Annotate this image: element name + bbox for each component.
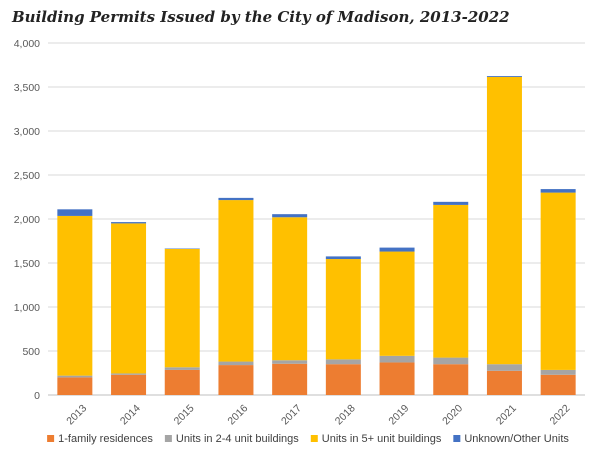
bar-2022-series-3: [540, 189, 576, 193]
y-tick-label-4000: 4,000: [14, 38, 40, 50]
x-tick-label-2020: 2020: [440, 402, 465, 427]
bar-2013-series-3: [57, 209, 93, 216]
x-tick-label-2019: 2019: [386, 402, 411, 427]
bar-2021-series-3: [486, 76, 522, 77]
bar-2021-series-2: [486, 76, 522, 365]
bar-2018-series-2: [325, 259, 361, 360]
x-tick-label-2015: 2015: [172, 402, 197, 427]
bar-2014-series-0: [111, 374, 147, 395]
x-tick-label-2016: 2016: [225, 402, 250, 427]
bar-2017-series-0: [272, 363, 308, 395]
bar-2020-series-2: [433, 204, 469, 358]
legend-label-1: Units in 2-4 unit buildings: [176, 433, 299, 445]
legend-label-0: 1-family residences: [58, 433, 153, 445]
bar-2016-series-1: [218, 361, 254, 366]
x-tick-label-2018: 2018: [333, 402, 358, 427]
x-tick-label-2017: 2017: [279, 402, 304, 427]
bar-2019-series-1: [379, 355, 415, 363]
y-tick-label-3000: 3,000: [14, 126, 40, 138]
x-tick-label-2013: 2013: [64, 402, 89, 427]
bar-2014-series-1: [111, 373, 147, 375]
bar-2015-series-2: [164, 248, 200, 368]
bar-2021-series-0: [486, 370, 522, 395]
bar-2018-series-1: [325, 359, 361, 365]
y-tick-label-1000: 1,000: [14, 302, 40, 314]
legend-swatch-0: [47, 435, 55, 442]
legend-swatch-2: [310, 435, 318, 442]
bar-2017-series-1: [272, 360, 308, 364]
x-tick-label-2022: 2022: [548, 402, 573, 427]
bar-2021-series-1: [486, 364, 522, 371]
legend-item-1: Units in 2-4 unit buildings: [164, 433, 299, 445]
bar-2022-series-1: [540, 369, 576, 375]
x-tick-label-2021: 2021: [494, 402, 519, 427]
bar-2020-series-0: [433, 364, 469, 395]
bar-2013-series-0: [57, 377, 93, 395]
y-tick-label-2000: 2,000: [14, 214, 40, 226]
x-tick-label-2014: 2014: [118, 402, 143, 427]
bar-2016-series-0: [218, 365, 254, 395]
y-tick-label-2500: 2,500: [14, 170, 40, 182]
bar-2013-series-2: [57, 215, 93, 376]
bar-2018-series-0: [325, 364, 361, 395]
y-tick-label-0: 0: [34, 390, 40, 402]
bar-2016-series-3: [218, 197, 254, 201]
bar-2014-series-3: [111, 222, 147, 224]
bar-2018-series-3: [325, 256, 361, 260]
y-tick-label-500: 500: [22, 346, 40, 358]
bar-2013-series-1: [57, 375, 93, 378]
y-tick-label-3500: 3,500: [14, 82, 40, 94]
legend-item-3: Unknown/Other Units: [453, 433, 569, 445]
bar-2017-series-3: [272, 214, 308, 218]
legend-item-2: Units in 5+ unit buildings: [310, 433, 442, 445]
chart-title: Building Permits Issued by the City of M…: [12, 8, 510, 26]
legend-item-0: 1-family residences: [47, 433, 153, 445]
bar-2017-series-2: [272, 217, 308, 361]
bar-2014-series-2: [111, 223, 147, 374]
bar-2016-series-2: [218, 200, 254, 362]
bar-2015-series-0: [164, 369, 200, 395]
bar-2015-series-1: [164, 367, 200, 370]
bar-2019-series-0: [379, 362, 415, 395]
bar-2019-series-2: [379, 251, 415, 356]
legend-swatch-3: [453, 435, 461, 442]
bar-2022-series-2: [540, 192, 576, 370]
y-tick-label-1500: 1,500: [14, 258, 40, 270]
bar-2022-series-0: [540, 374, 576, 395]
legend-swatch-1: [164, 435, 172, 442]
legend-label-2: Units in 5+ unit buildings: [322, 433, 442, 445]
legend-label-3: Unknown/Other Units: [464, 433, 569, 445]
bar-2020-series-3: [433, 201, 469, 205]
bar-2019-series-3: [379, 247, 415, 252]
bar-2020-series-1: [433, 357, 469, 365]
